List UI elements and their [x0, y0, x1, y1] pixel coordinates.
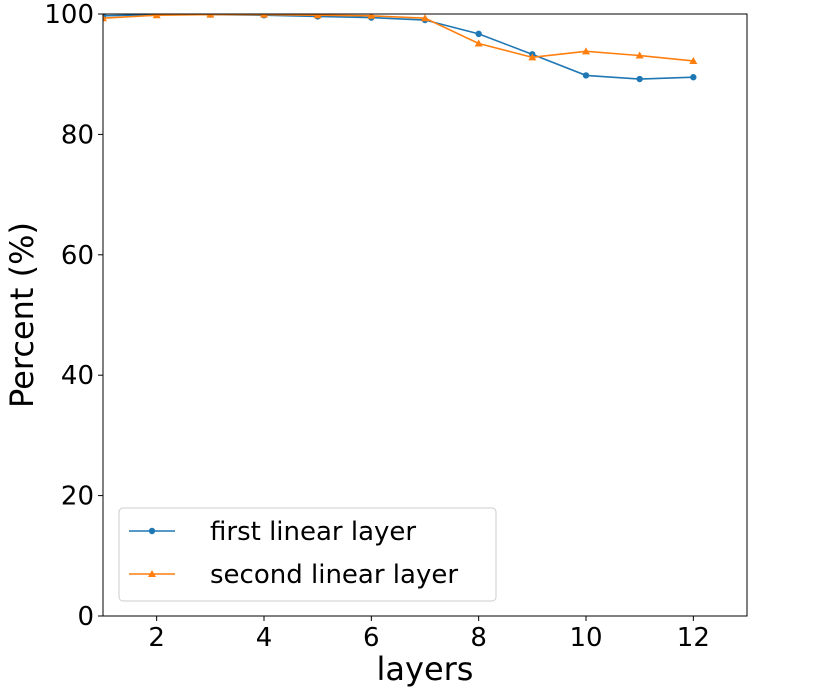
series-2-point-2	[152, 14, 161, 19]
series-2-point-9	[528, 53, 537, 61]
series-2-point-5	[313, 14, 322, 19]
series-1-point-12	[690, 74, 697, 81]
legend-box	[118, 507, 497, 602]
series-line-1	[103, 14, 694, 80]
legend-label-1: first linear layer	[210, 517, 416, 547]
series-2-point-1	[103, 14, 107, 22]
x-tick-label-12: 12	[677, 623, 710, 653]
y-axis-label: Percent (%)	[3, 222, 41, 408]
y-tick-label-40: 40	[61, 361, 94, 391]
x-tick-label-6: 6	[363, 623, 380, 653]
x-tick-label-2: 2	[148, 623, 165, 653]
plot-area	[103, 14, 698, 83]
y-tick-label-60: 60	[61, 241, 94, 271]
series-2-point-8	[474, 39, 483, 47]
legend-marker-2	[148, 570, 156, 577]
x-tick-label-10: 10	[569, 623, 602, 653]
x-tick-label-4: 4	[256, 623, 273, 653]
series-2-point-4	[260, 14, 268, 18]
series-2-point-3	[206, 14, 215, 18]
series-2-point-12	[689, 56, 698, 64]
y-tick-label-0: 0	[77, 602, 94, 632]
series-2-point-11	[635, 51, 644, 59]
series-1-point-8	[475, 30, 482, 38]
plot-frame	[102, 13, 748, 617]
series-1	[103, 14, 697, 83]
series-1-point-11	[636, 75, 643, 83]
series-2-point-6	[367, 14, 376, 19]
series-2-point-10	[582, 47, 590, 55]
y-tick-label-80: 80	[61, 120, 94, 150]
x-axis-label: layers	[377, 650, 474, 688]
y-tick-label-20: 20	[61, 482, 94, 512]
y-tick-label-100: 100	[44, 0, 94, 30]
series-2	[103, 14, 698, 64]
legend-marker-1	[148, 527, 156, 535]
series-1-point-10	[582, 72, 590, 79]
legend-label-2: second linear layer	[210, 560, 458, 590]
series-2-point-7	[421, 14, 429, 22]
legend: first linear layer second linear layer	[118, 507, 497, 602]
series-line-2	[103, 14, 694, 62]
x-tick-label-8: 8	[470, 623, 487, 653]
axes: 2 4 6 8 10 12 0 20 40 60 80 100 layers Percent (%)	[3, 0, 748, 688]
